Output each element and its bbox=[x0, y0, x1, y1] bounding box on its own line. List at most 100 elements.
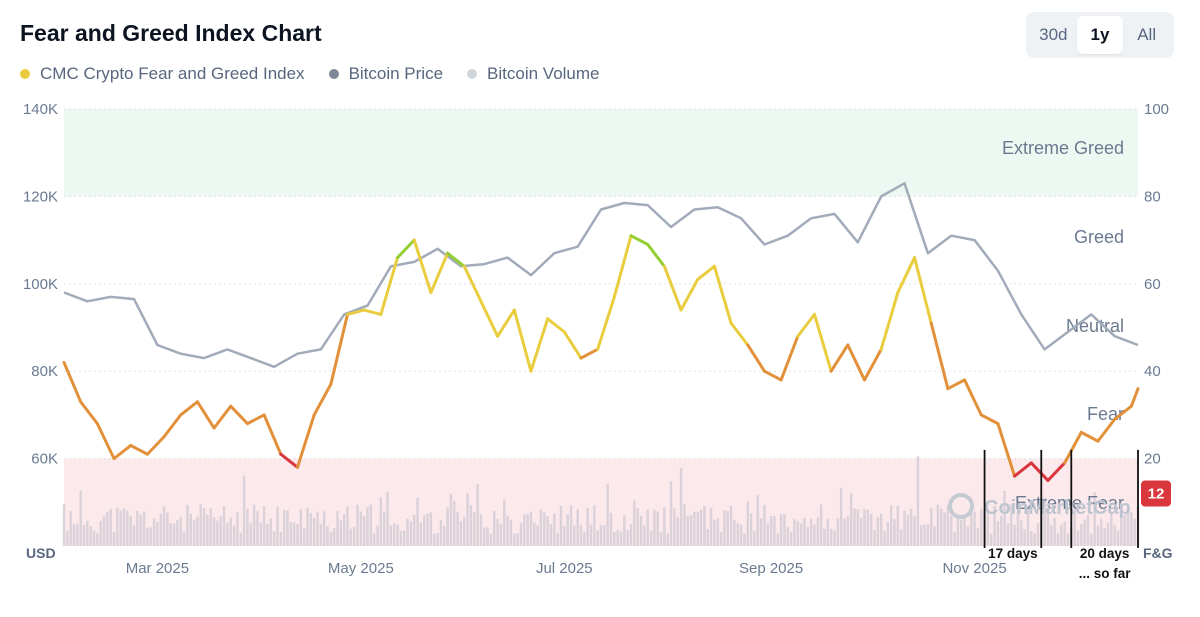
volume-bar bbox=[206, 515, 209, 546]
volume-bar bbox=[329, 531, 333, 546]
volume-bar bbox=[736, 522, 739, 546]
volume-bar bbox=[292, 522, 296, 546]
volume-bar bbox=[1093, 492, 1096, 546]
fear-greed-segment bbox=[429, 251, 450, 295]
volume-bar bbox=[499, 523, 503, 546]
volume-bar bbox=[583, 531, 586, 546]
legend-item-fear-greed[interactable]: CMC Crypto Fear and Greed Index bbox=[20, 64, 305, 84]
volume-bar bbox=[142, 511, 146, 546]
volume-bar bbox=[846, 516, 850, 546]
volume-bar bbox=[763, 504, 766, 546]
legend-item-bitcoin-price[interactable]: Bitcoin Price bbox=[328, 64, 443, 84]
annotation-sublabel: ... so far bbox=[1079, 566, 1132, 581]
volume-bar bbox=[406, 518, 409, 546]
legend-item-bitcoin-volume[interactable]: Bitcoin Volume bbox=[467, 64, 600, 84]
legend-dot-bitcoin-price-icon bbox=[328, 69, 339, 79]
volume-bar bbox=[309, 512, 313, 546]
volume-bar bbox=[549, 524, 553, 546]
volume-bar bbox=[683, 504, 686, 546]
volume-bar bbox=[169, 523, 172, 546]
zone-label: Fear bbox=[1087, 404, 1124, 424]
volume-bar bbox=[946, 504, 950, 546]
volume-bar bbox=[186, 504, 189, 546]
volume-bar bbox=[366, 506, 369, 546]
volume-bar bbox=[219, 516, 222, 546]
range-30d-button[interactable]: 30d bbox=[1030, 16, 1077, 54]
volume-bar bbox=[1020, 520, 1023, 546]
volume-bar bbox=[346, 506, 349, 546]
right-axis-tick: 100 bbox=[1144, 101, 1169, 118]
volume-bar bbox=[793, 519, 796, 546]
volume-bar bbox=[623, 515, 626, 546]
volume-bar bbox=[299, 508, 303, 546]
fear-greed-segment bbox=[913, 256, 933, 325]
volume-bar bbox=[276, 506, 279, 546]
volume-bar bbox=[386, 492, 389, 546]
volume-bar bbox=[202, 508, 206, 546]
volume-bar bbox=[629, 523, 633, 546]
volume-bar bbox=[796, 521, 799, 546]
range-1y-button[interactable]: 1y bbox=[1076, 16, 1124, 54]
volume-bar bbox=[916, 456, 920, 546]
volume-bar bbox=[419, 522, 423, 546]
volume-bar bbox=[503, 499, 506, 546]
fear-greed-segment bbox=[1013, 461, 1033, 478]
volume-bar bbox=[96, 532, 99, 546]
volume-bar bbox=[626, 530, 629, 546]
volume-bar bbox=[272, 531, 276, 546]
fear-greed-segment bbox=[462, 264, 483, 303]
volume-bar bbox=[693, 511, 696, 546]
volume-bar bbox=[990, 533, 993, 546]
volume-bar bbox=[966, 526, 970, 546]
volume-bar bbox=[1103, 528, 1106, 546]
x-axis-tick: Nov 2025 bbox=[942, 560, 1006, 577]
volume-bar bbox=[379, 497, 383, 546]
fear-greed-segment bbox=[396, 238, 416, 260]
volume-bar bbox=[773, 515, 776, 546]
volume-bar bbox=[156, 521, 159, 546]
volume-bar bbox=[933, 526, 936, 546]
volume-bar bbox=[849, 492, 853, 546]
volume-bar bbox=[669, 481, 673, 546]
right-axis-tick: 40 bbox=[1144, 363, 1161, 380]
volume-bar bbox=[469, 505, 473, 546]
volume-bar bbox=[1120, 504, 1123, 546]
volume-bar bbox=[179, 516, 182, 546]
volume-bar bbox=[696, 511, 699, 546]
range-all-button[interactable]: All bbox=[1123, 16, 1170, 54]
volume-bar bbox=[1113, 524, 1116, 546]
volume-bar bbox=[172, 523, 176, 546]
volume-bars bbox=[62, 456, 1140, 546]
volume-bar bbox=[209, 508, 212, 546]
volume-bar bbox=[919, 525, 923, 546]
volume-bar bbox=[456, 511, 459, 546]
volume-bar bbox=[596, 530, 599, 546]
volume-bar bbox=[222, 506, 226, 546]
volume-bar bbox=[803, 517, 806, 546]
volume-bar bbox=[973, 511, 976, 546]
volume-bar bbox=[322, 511, 326, 546]
volume-bar bbox=[649, 530, 653, 546]
volume-bar bbox=[1096, 525, 1100, 546]
watermark: CoinMarketCap bbox=[948, 493, 1131, 519]
volume-bar bbox=[566, 514, 569, 546]
volume-bar bbox=[573, 525, 576, 546]
volume-bar bbox=[269, 518, 272, 546]
volume-bar bbox=[152, 518, 156, 546]
volume-bar bbox=[189, 513, 192, 546]
volume-bar bbox=[613, 531, 616, 546]
annotations: 17 days 20 days ... so far bbox=[983, 449, 1139, 581]
volume-bar bbox=[899, 529, 903, 546]
volume-bar bbox=[443, 525, 446, 546]
volume-bar bbox=[539, 509, 543, 546]
volume-bar bbox=[709, 508, 713, 546]
volume-bar bbox=[563, 526, 566, 546]
zone-label: Extreme Fear bbox=[1015, 493, 1124, 513]
fear-greed-segment bbox=[329, 312, 350, 386]
volume-bar bbox=[926, 524, 930, 546]
watermark-text: CoinMarketCap bbox=[984, 497, 1131, 519]
volume-bar bbox=[1026, 505, 1030, 546]
x-axis-tick: Jul 2025 bbox=[536, 560, 593, 577]
volume-bar bbox=[216, 520, 219, 546]
volume-bar bbox=[476, 484, 479, 546]
